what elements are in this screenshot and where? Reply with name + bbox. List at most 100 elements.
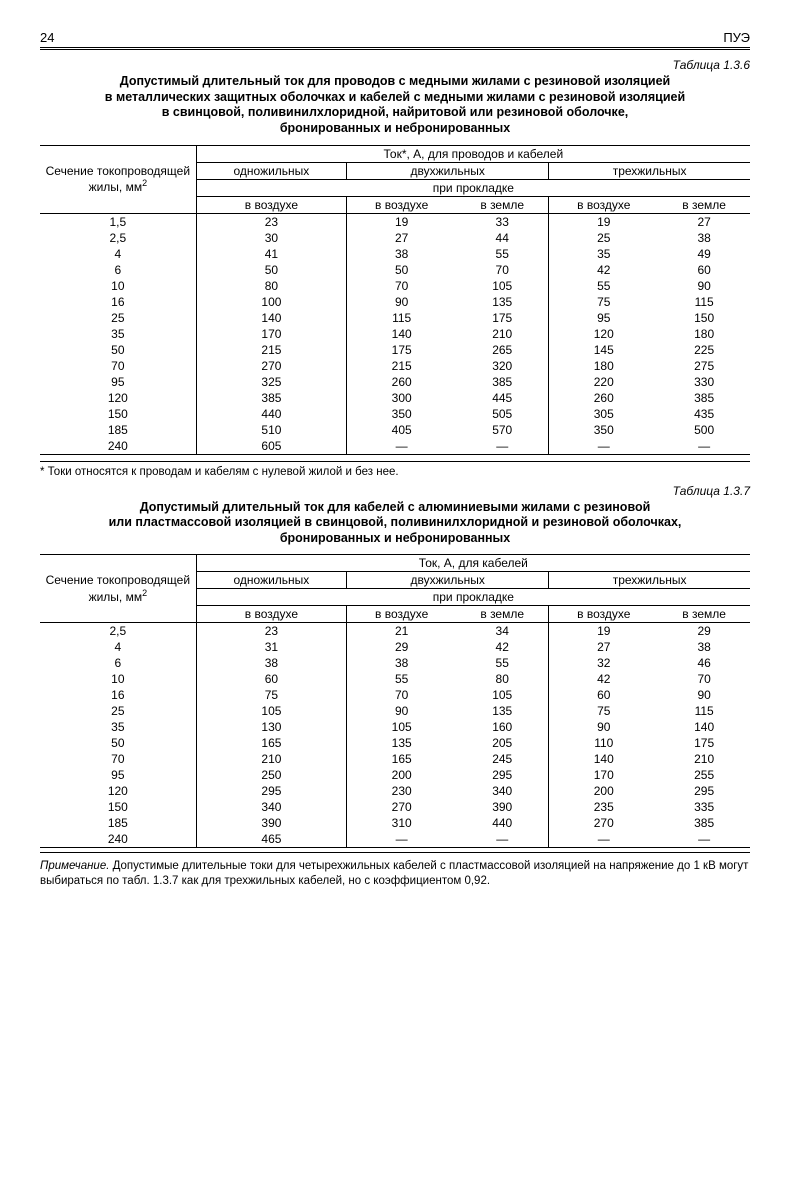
table-cell: — <box>456 438 549 455</box>
table-cell: 42 <box>549 262 659 278</box>
table-cell: 275 <box>658 358 750 374</box>
table-cell: 60 <box>658 262 750 278</box>
table2: Сечение токопроводящей жилы, мм2 Ток, А,… <box>40 554 750 848</box>
table-cell: — <box>658 438 750 455</box>
table-cell: 210 <box>196 751 346 767</box>
table-row: 50165135205110175 <box>40 735 750 751</box>
table-cell: 605 <box>196 438 346 455</box>
table-row: 2,53027442538 <box>40 230 750 246</box>
table-cell: 41 <box>196 246 346 262</box>
table-row: 1080701055590 <box>40 278 750 294</box>
table-cell: 140 <box>549 751 659 767</box>
table1-top-header: Ток*, А, для проводов и кабелей <box>196 145 750 162</box>
table-cell: 260 <box>347 374 457 390</box>
table-cell: 445 <box>456 390 549 406</box>
table-cell: 4 <box>40 639 196 655</box>
table-cell: 42 <box>549 671 659 687</box>
table-cell: 255 <box>658 767 750 783</box>
table-cell: 50 <box>196 262 346 278</box>
table2-body: 2,52321341929431294227386383855324610605… <box>40 623 750 848</box>
table-cell: 60 <box>549 687 659 703</box>
table-row: 120295230340200295 <box>40 783 750 799</box>
table-cell: 38 <box>347 655 457 671</box>
table-cell: 175 <box>456 310 549 326</box>
table-row: 65050704260 <box>40 262 750 278</box>
table-cell: 115 <box>658 703 750 719</box>
table-cell: — <box>456 831 549 848</box>
table-cell: 185 <box>40 422 196 438</box>
table-cell: 16 <box>40 294 196 310</box>
table-cell: 390 <box>196 815 346 831</box>
table-cell: — <box>347 438 457 455</box>
table-cell: 300 <box>347 390 457 406</box>
table-row: 43129422738 <box>40 639 750 655</box>
table1-group-0: одножильных <box>196 162 346 179</box>
table-cell: 27 <box>549 639 659 655</box>
table-cell: 390 <box>456 799 549 815</box>
table-cell: 320 <box>456 358 549 374</box>
table2-col-3: в воздухе <box>549 606 659 623</box>
table-cell: 90 <box>658 278 750 294</box>
table2-group-1: двухжильных <box>347 572 549 589</box>
table-cell: 95 <box>549 310 659 326</box>
table-cell: 90 <box>658 687 750 703</box>
table-cell: 140 <box>196 310 346 326</box>
table-cell: 130 <box>196 719 346 735</box>
table-cell: 35 <box>40 326 196 342</box>
table-cell: 105 <box>456 687 549 703</box>
table2-col-1: в воздухе <box>347 606 457 623</box>
table-cell: 260 <box>549 390 659 406</box>
table-cell: 50 <box>347 262 457 278</box>
table-cell: 6 <box>40 655 196 671</box>
table-cell: 90 <box>549 719 659 735</box>
table-cell: 270 <box>549 815 659 831</box>
table2-note: Примечание. Допустимые длительные токи д… <box>40 859 750 889</box>
table-cell: 38 <box>196 655 346 671</box>
table-cell: 215 <box>196 342 346 358</box>
table1-col-2: в земле <box>456 196 549 213</box>
note-text: Допустимые длительные токи для четырехжи… <box>40 860 748 887</box>
table-cell: 340 <box>196 799 346 815</box>
table-cell: 10 <box>40 278 196 294</box>
table-row: 150440350505305435 <box>40 406 750 422</box>
table-cell: 210 <box>658 751 750 767</box>
table-row: 2514011517595150 <box>40 310 750 326</box>
table1: Сечение токопроводящей жилы, мм2 Ток*, А… <box>40 145 750 455</box>
table-cell: 19 <box>549 213 659 230</box>
page-header: 24 ПУЭ <box>40 30 750 50</box>
table-cell: 10 <box>40 671 196 687</box>
table-cell: 180 <box>549 358 659 374</box>
table-row: 70270215320180275 <box>40 358 750 374</box>
table1-group-1: двухжильных <box>347 162 549 179</box>
table-cell: 38 <box>658 230 750 246</box>
table-cell: 50 <box>40 735 196 751</box>
table1-footnote: * Токи относятся к проводам и кабелям с … <box>40 461 750 478</box>
table-cell: 500 <box>658 422 750 438</box>
table2-col-2: в земле <box>456 606 549 623</box>
table-cell: — <box>347 831 457 848</box>
table-cell: 295 <box>196 783 346 799</box>
table1-col-4: в земле <box>658 196 750 213</box>
table-cell: 70 <box>40 358 196 374</box>
table-cell: 170 <box>196 326 346 342</box>
table-row: 120385300445260385 <box>40 390 750 406</box>
doc-code: ПУЭ <box>723 30 750 45</box>
table2-col-4: в земле <box>658 606 750 623</box>
table-cell: 29 <box>658 623 750 640</box>
table-cell: 385 <box>456 374 549 390</box>
table-row: 161009013575115 <box>40 294 750 310</box>
table-cell: 435 <box>658 406 750 422</box>
table-cell: 145 <box>549 342 659 358</box>
table-cell: 175 <box>347 342 457 358</box>
note-label: Примечание. <box>40 860 109 872</box>
table-cell: 2,5 <box>40 623 196 640</box>
table-cell: 295 <box>658 783 750 799</box>
table-row: 185390310440270385 <box>40 815 750 831</box>
table-cell: 38 <box>347 246 457 262</box>
table-cell: 245 <box>456 751 549 767</box>
table-cell: 38 <box>658 639 750 655</box>
table-row: 106055804270 <box>40 671 750 687</box>
table-cell: 135 <box>347 735 457 751</box>
table-cell: 335 <box>658 799 750 815</box>
table-cell: 42 <box>456 639 549 655</box>
